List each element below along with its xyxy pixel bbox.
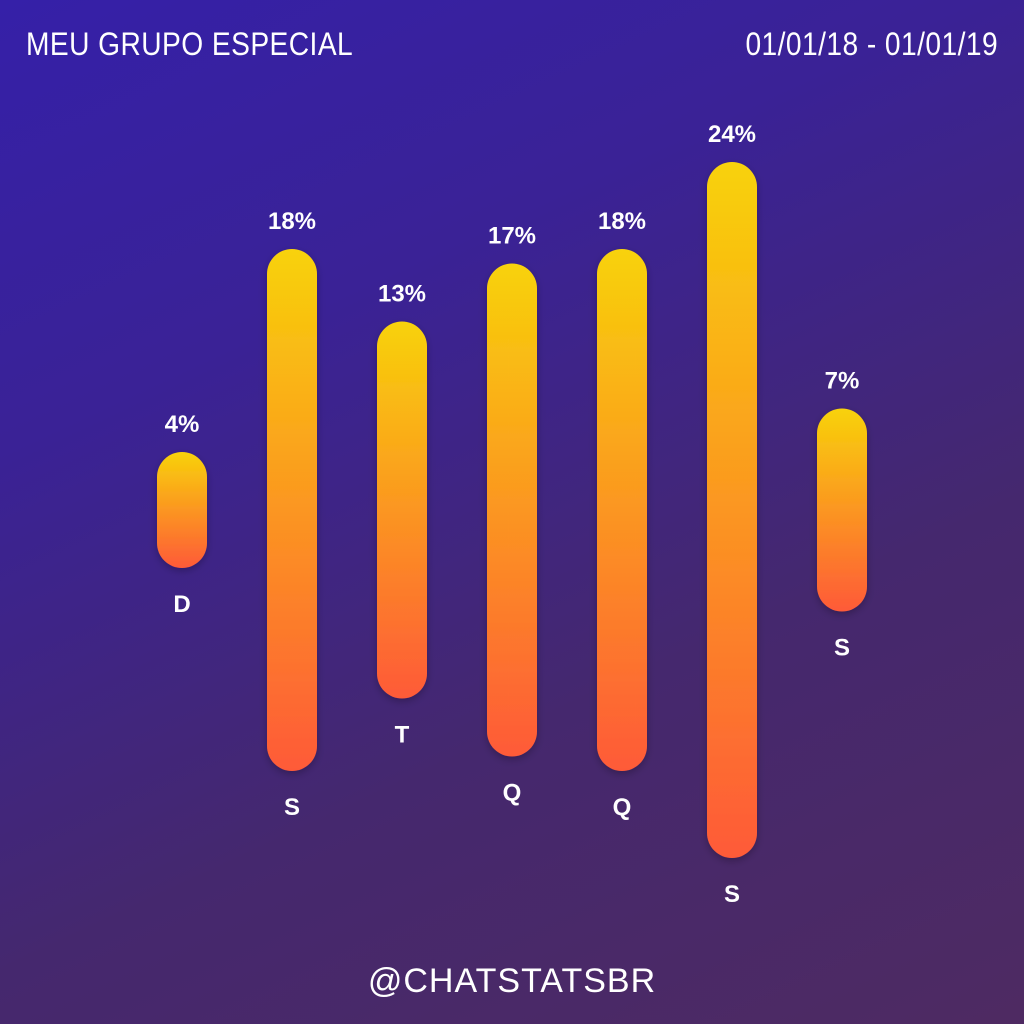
footer-handle: @CHATSTATSBR	[367, 962, 657, 1000]
bars-layer: 4% D 18% S 13% T 17% Q 18% Q 24% S 7% S	[157, 121, 867, 908]
bar-category-label: T	[395, 722, 410, 749]
bar	[267, 249, 317, 771]
bar-value-label: 17%	[488, 223, 536, 250]
bar-category-label: S	[284, 794, 300, 821]
bar	[707, 162, 757, 858]
bar	[817, 408, 867, 612]
bar	[487, 263, 537, 757]
bar-value-label: 18%	[598, 208, 646, 235]
bar	[597, 249, 647, 771]
bar-category-label: Q	[503, 780, 522, 807]
bar-category-label: S	[834, 635, 850, 662]
bar-value-label: 18%	[268, 208, 316, 235]
bar-value-label: 7%	[825, 368, 860, 395]
bar-value-label: 24%	[708, 121, 756, 148]
bar-category-label: S	[724, 881, 740, 908]
date-range: 01/01/18 - 01/01/19	[745, 26, 998, 62]
bar-category-label: D	[173, 591, 190, 618]
bar-value-label: 13%	[378, 281, 426, 308]
chart-title: MEU GRUPO ESPECIAL	[26, 26, 354, 62]
bar	[377, 321, 427, 699]
bar-category-label: Q	[613, 794, 632, 821]
bar	[157, 452, 207, 568]
bar-value-label: 4%	[165, 411, 200, 438]
